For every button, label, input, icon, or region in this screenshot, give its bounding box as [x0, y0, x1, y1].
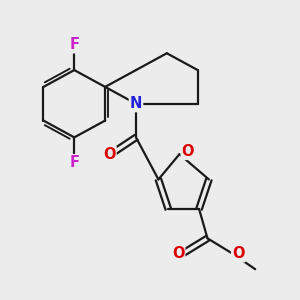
Text: O: O — [172, 246, 184, 261]
Text: O: O — [182, 144, 194, 159]
Text: F: F — [69, 37, 79, 52]
Text: O: O — [232, 246, 244, 261]
Text: F: F — [69, 155, 79, 170]
Text: N: N — [130, 96, 142, 111]
Text: O: O — [103, 147, 116, 162]
